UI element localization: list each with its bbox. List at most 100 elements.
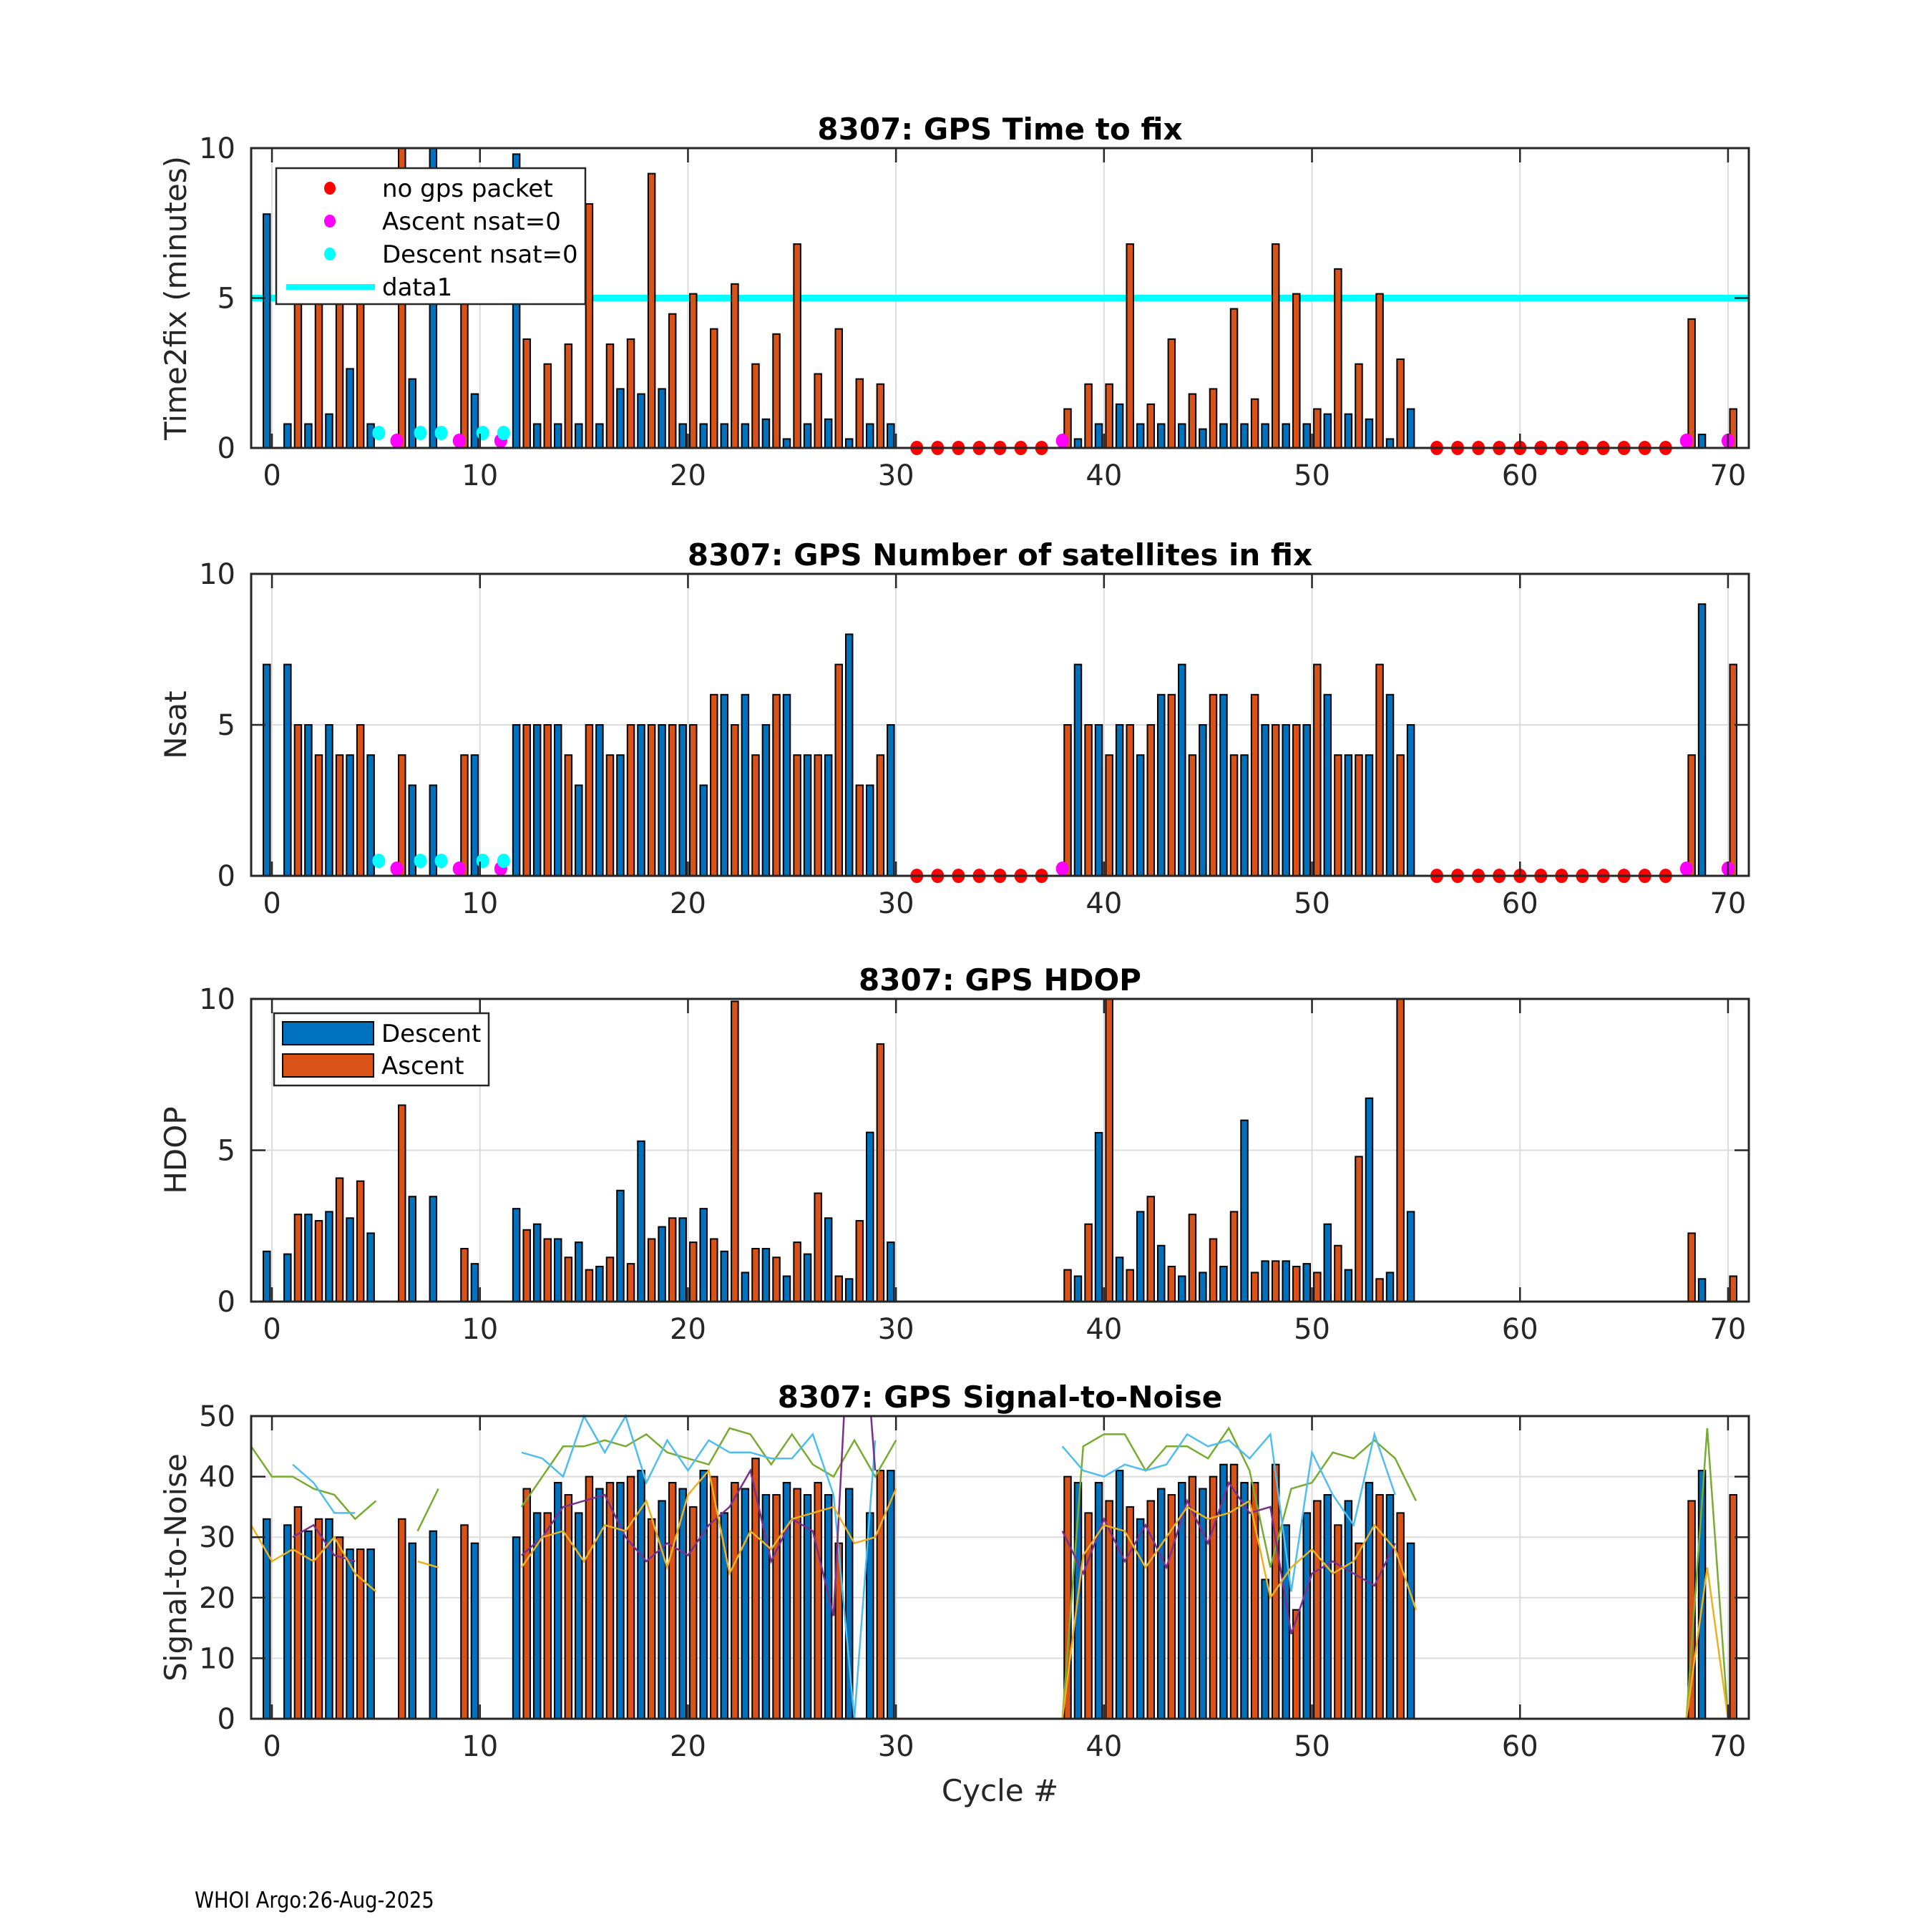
bar-descent: [1094, 1482, 1103, 1720]
bar-descent: [1157, 1244, 1166, 1302]
bar-descent: [1344, 754, 1353, 877]
bar-descent: [1199, 724, 1207, 877]
x-tick-label: 60: [1502, 887, 1538, 920]
bar-ascent: [1105, 383, 1113, 449]
x-tick-label: 0: [263, 887, 280, 920]
legend-descent-nsat0-label: Descent nsat=0: [382, 240, 578, 269]
bar-descent: [1094, 1131, 1103, 1302]
bar-descent: [1115, 724, 1124, 877]
bar-ascent: [356, 1180, 365, 1302]
bar-ascent: [626, 1263, 635, 1302]
bar-ascent: [834, 1275, 843, 1303]
bar-descent: [1178, 1275, 1186, 1303]
x-tick-label: 60: [1502, 1313, 1538, 1346]
bar-ascent: [1146, 1500, 1156, 1719]
x-tick-label: 30: [878, 459, 914, 492]
bar-ascent: [522, 724, 531, 877]
chart-title: 8307: GPS Signal-to-Noise: [778, 1380, 1222, 1415]
bar-ascent: [731, 1000, 739, 1303]
bar-ascent: [751, 1247, 760, 1302]
bar-descent: [782, 1275, 791, 1303]
bar-descent: [866, 423, 874, 449]
bar-ascent: [1146, 403, 1156, 449]
bar-descent: [1219, 1265, 1228, 1303]
bar-descent: [366, 1548, 375, 1720]
bar-descent: [470, 1542, 479, 1719]
x-tick-label: 70: [1709, 459, 1746, 492]
x-tick-label: 0: [263, 1730, 280, 1763]
bar-descent: [575, 1512, 583, 1720]
bar-descent: [1115, 1257, 1124, 1302]
bar-ascent: [1084, 383, 1093, 449]
bar-ascent: [1188, 393, 1197, 449]
bar-ascent: [1167, 693, 1176, 877]
bar-descent: [325, 724, 333, 877]
bar-descent: [1323, 693, 1332, 877]
snr-line-sat4: [520, 1468, 897, 1576]
bar-ascent: [1250, 1272, 1259, 1302]
bar-ascent: [356, 1548, 365, 1720]
bar-descent: [553, 724, 562, 877]
snr-line-sat1: [250, 1445, 377, 1521]
bar-descent: [699, 423, 708, 449]
bar-descent: [637, 393, 645, 449]
bar-ascent: [689, 293, 698, 449]
legend-label-ascent: Ascent: [381, 1052, 464, 1080]
bar-ascent: [1687, 754, 1696, 877]
y-tick-label: 10: [199, 558, 235, 591]
bar-descent: [408, 1196, 417, 1302]
x-tick-label: 20: [670, 1313, 706, 1346]
y-axis-label: Nsat: [158, 691, 193, 759]
x-tick-label: 70: [1709, 1313, 1746, 1346]
bar-descent: [346, 1548, 354, 1720]
x-tick-label: 40: [1085, 1313, 1122, 1346]
bar-descent: [887, 423, 895, 449]
bar-ascent: [1334, 1524, 1342, 1720]
bar-ascent: [1334, 754, 1342, 877]
x-tick-label: 40: [1085, 459, 1122, 492]
bar-ascent: [731, 1482, 739, 1720]
bar-ascent: [1146, 1196, 1156, 1302]
bar-descent: [741, 1488, 750, 1720]
bar-descent: [1323, 1223, 1332, 1303]
x-tick-label: 50: [1294, 1730, 1330, 1763]
bar-descent: [283, 1253, 292, 1302]
bar-descent: [408, 1542, 417, 1719]
x-tick-label: 50: [1294, 459, 1330, 492]
bar-ascent: [647, 724, 656, 877]
bar-ascent: [710, 1475, 718, 1720]
bar-ascent: [751, 754, 760, 877]
bar-ascent: [356, 724, 365, 877]
bar-descent: [658, 1226, 666, 1303]
snr-line-sat3: [1061, 1480, 1396, 1635]
bar-descent: [1136, 754, 1145, 877]
bar-descent: [1365, 1482, 1374, 1720]
bar-ascent: [585, 1269, 594, 1302]
bar-ascent: [1229, 1463, 1239, 1720]
bar-descent: [1199, 428, 1207, 449]
bar-ascent: [1355, 1156, 1363, 1303]
bar-ascent: [1229, 754, 1239, 877]
bar-descent: [616, 388, 625, 449]
bar-descent: [470, 393, 479, 449]
bar-ascent: [876, 1470, 885, 1719]
marker-descent-nsat0: [372, 854, 386, 868]
bar-descent: [1240, 1482, 1249, 1720]
bar-ascent: [1313, 1500, 1322, 1719]
bar-descent: [304, 724, 313, 877]
bar-ascent: [1271, 1260, 1280, 1302]
bar-ascent: [1729, 1493, 1737, 1719]
bar-ascent: [564, 343, 573, 449]
bar-ascent: [814, 1192, 822, 1303]
x-tick-label: 0: [263, 1313, 280, 1346]
bar-descent: [263, 213, 271, 449]
bar-ascent: [1167, 1265, 1176, 1303]
snr-line-sat4: [250, 1524, 377, 1593]
bar-ascent: [1334, 1244, 1342, 1302]
bar-ascent: [1063, 724, 1072, 877]
bar-ascent: [1355, 363, 1363, 449]
bar-descent: [1115, 1470, 1124, 1719]
x-tick-label: 20: [670, 1730, 706, 1763]
bar-ascent: [710, 1238, 718, 1302]
bar-ascent: [585, 724, 594, 877]
